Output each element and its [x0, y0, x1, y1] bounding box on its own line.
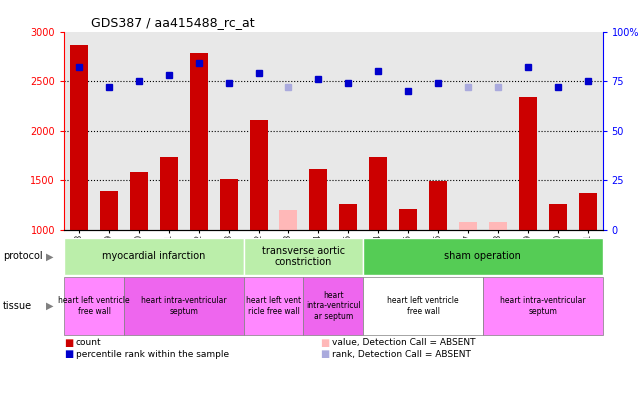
- Text: heart intra-ventricular
septum: heart intra-ventricular septum: [500, 296, 585, 316]
- Bar: [244, 277, 303, 335]
- Text: ▶: ▶: [46, 301, 54, 311]
- Bar: [369, 157, 387, 230]
- Text: percentile rank within the sample: percentile rank within the sample: [76, 350, 229, 359]
- Text: GDS387 / aa415488_rc_at: GDS387 / aa415488_rc_at: [91, 16, 254, 29]
- Text: ■: ■: [64, 337, 73, 348]
- Text: heart left vent
ricle free wall: heart left vent ricle free wall: [246, 296, 301, 316]
- Bar: [244, 238, 363, 275]
- Text: ■: ■: [320, 337, 329, 348]
- Bar: [459, 222, 477, 230]
- Bar: [549, 204, 567, 230]
- Bar: [363, 238, 603, 275]
- Bar: [339, 204, 357, 230]
- Text: ▶: ▶: [46, 251, 54, 261]
- Text: count: count: [76, 338, 101, 347]
- Text: ■: ■: [64, 349, 73, 360]
- Bar: [100, 191, 118, 230]
- Bar: [429, 181, 447, 230]
- Bar: [64, 238, 244, 275]
- Bar: [363, 277, 483, 335]
- Bar: [190, 53, 208, 230]
- Text: value, Detection Call = ABSENT: value, Detection Call = ABSENT: [332, 338, 476, 347]
- Bar: [64, 277, 124, 335]
- Text: sham operation: sham operation: [444, 251, 521, 261]
- Text: myocardial infarction: myocardial infarction: [102, 251, 206, 261]
- Bar: [130, 172, 148, 230]
- Bar: [483, 277, 603, 335]
- Bar: [489, 222, 507, 230]
- Bar: [399, 209, 417, 230]
- Bar: [124, 277, 244, 335]
- Text: protocol: protocol: [3, 251, 43, 261]
- Bar: [220, 179, 238, 230]
- Text: tissue: tissue: [3, 301, 32, 311]
- Text: heart left ventricle
free wall: heart left ventricle free wall: [387, 296, 459, 316]
- Text: heart left ventricle
free wall: heart left ventricle free wall: [58, 296, 130, 316]
- Bar: [279, 210, 297, 230]
- Bar: [310, 169, 328, 230]
- Bar: [70, 44, 88, 230]
- Text: rank, Detection Call = ABSENT: rank, Detection Call = ABSENT: [332, 350, 471, 359]
- Text: transverse aortic
constriction: transverse aortic constriction: [262, 246, 345, 267]
- Bar: [249, 120, 267, 230]
- Bar: [519, 97, 537, 230]
- Bar: [303, 277, 363, 335]
- Text: ■: ■: [320, 349, 329, 360]
- Bar: [579, 193, 597, 230]
- Text: heart intra-ventricular
septum: heart intra-ventricular septum: [141, 296, 226, 316]
- Text: heart
intra-ventricul
ar septum: heart intra-ventricul ar septum: [306, 291, 361, 321]
- Bar: [160, 157, 178, 230]
